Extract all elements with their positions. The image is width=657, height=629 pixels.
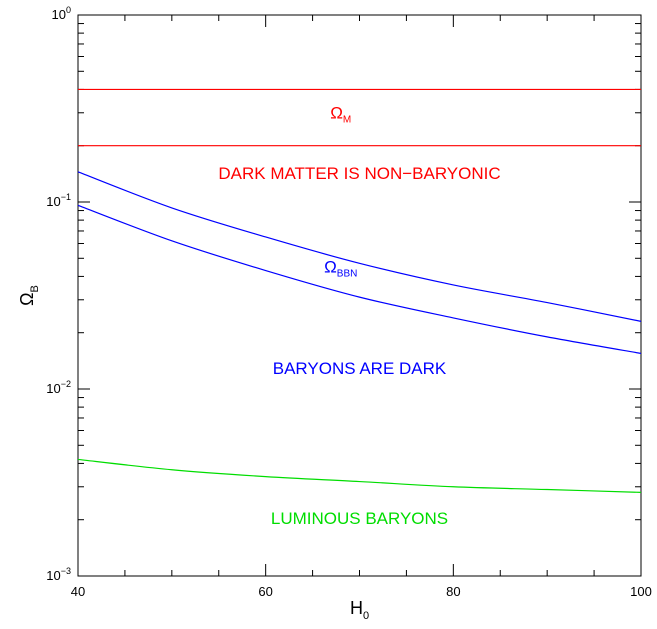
y-tick-base: 10 [46, 568, 60, 583]
y-tick-label: 100 [52, 5, 71, 22]
annotation-0: ΩM [330, 103, 351, 125]
y-tick-exp: −2 [61, 379, 71, 389]
series-line-3 [77, 204, 642, 354]
annotation-text: DARK MATTER IS NON−BARYONIC [218, 164, 500, 183]
annotation-sub: BBN [337, 268, 358, 279]
y-tick-base: 10 [46, 381, 60, 396]
y-tick-base: 10 [46, 194, 60, 209]
x-axis-label-main: H [350, 598, 363, 618]
annotation-4: LUMINOUS BARYONS [271, 509, 448, 528]
series-line-2 [77, 171, 642, 322]
y-axis-label-main: Ω [17, 292, 37, 305]
y-tick-label: 10−3 [46, 566, 71, 583]
annotation-sub: M [343, 114, 351, 125]
y-tick-exp: −3 [61, 566, 71, 576]
series-line-4 [77, 458, 642, 493]
annotation-3: BARYONS ARE DARK [273, 359, 447, 378]
y-axis-label-sub: B [29, 285, 41, 292]
annotation-1: DARK MATTER IS NON−BARYONIC [218, 164, 500, 183]
y-tick-exp: 0 [66, 5, 71, 15]
annotation-text: BARYONS ARE DARK [273, 359, 447, 378]
x-axis-label: H0 [350, 598, 369, 622]
x-tick-label: 40 [71, 584, 85, 599]
y-tick-exp: −1 [61, 192, 71, 202]
y-axis-label: ΩB [17, 285, 41, 306]
annotation-text: LUMINOUS BARYONS [271, 509, 448, 528]
plot-frame [77, 14, 642, 577]
x-tick-label: 60 [258, 584, 272, 599]
x-tick-label: 100 [630, 584, 652, 599]
x-axis-label-sub: 0 [363, 610, 369, 622]
annotation-2: ΩBBN [324, 257, 357, 279]
annotation-text: Ω [324, 257, 337, 276]
x-tick-label: 80 [446, 584, 460, 599]
y-tick-label: 10−2 [46, 379, 71, 396]
y-tick-label: 10−1 [46, 192, 71, 209]
annotation-text: Ω [330, 103, 343, 122]
y-tick-base: 10 [52, 7, 66, 22]
